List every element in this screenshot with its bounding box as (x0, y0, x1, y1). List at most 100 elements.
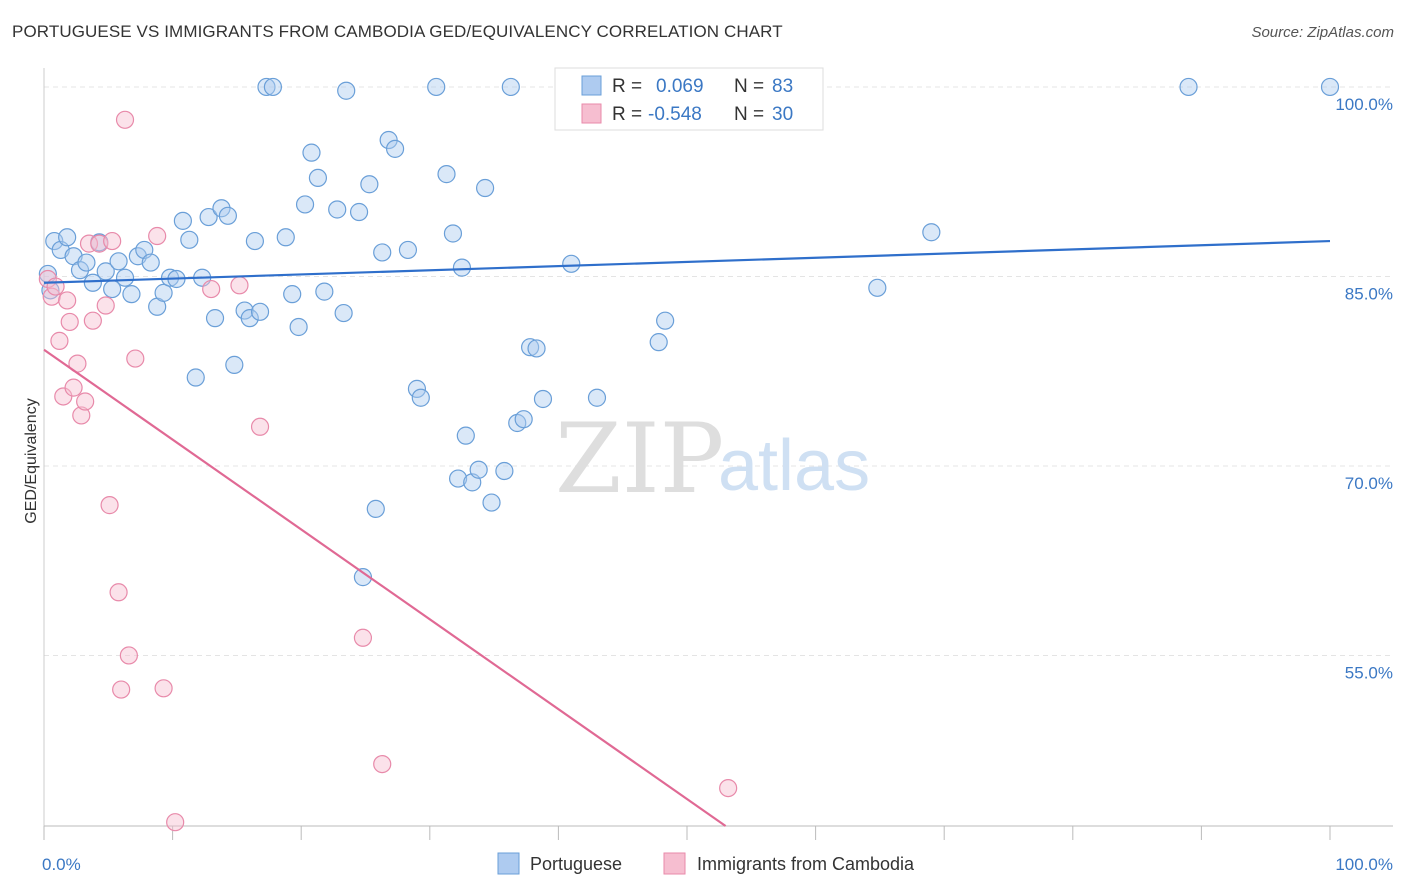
point-portuguese (349, 202, 369, 222)
point-portuguese (587, 388, 607, 407)
point-portuguese (562, 254, 581, 273)
stats-r-label-portuguese: R = (612, 76, 642, 97)
point-cambodia (109, 583, 128, 602)
point-portuguese (437, 165, 456, 184)
point-portuguese (1320, 77, 1340, 97)
stats-legend: R = 0.069 N = 83 R = -0.548 N = 30 (554, 67, 824, 131)
point-portuguese (427, 77, 446, 97)
point-cambodia (72, 406, 91, 425)
point-cambodia (79, 234, 99, 253)
point-cambodia (115, 110, 135, 129)
point-cambodia (166, 813, 185, 832)
point-portuguese (456, 426, 475, 445)
stats-r-label-cambodia: R = (612, 104, 642, 125)
point-portuguese (448, 469, 468, 488)
legend-swatch-cambodia (663, 852, 686, 875)
series-cambodia (38, 110, 738, 832)
stats-n-label-portuguese: N = (734, 76, 764, 97)
point-portuguese (1179, 77, 1198, 97)
y-tick-label: 85.0% (1345, 284, 1393, 303)
axes (43, 68, 1393, 840)
point-portuguese (521, 338, 540, 357)
point-portuguese (334, 303, 353, 323)
point-portuguese (141, 253, 160, 272)
legend-swatch-portuguese (497, 852, 520, 875)
point-cambodia (83, 311, 102, 330)
stats-n-value-portuguese: 83 (772, 76, 793, 97)
point-portuguese (240, 309, 259, 328)
point-portuguese (469, 460, 488, 479)
point-portuguese (656, 311, 675, 330)
point-cambodia (250, 417, 270, 436)
y-tick-label: 55.0% (1345, 663, 1393, 682)
point-portuguese (308, 168, 328, 188)
point-portuguese (250, 302, 270, 321)
trend-line-cambodia (43, 348, 727, 827)
point-portuguese (533, 389, 553, 409)
point-portuguese (154, 283, 173, 302)
point-cambodia (373, 754, 392, 774)
x-tick-label: 100.0% (1335, 855, 1393, 874)
y-axis-label: GED/Equivalency (23, 398, 40, 523)
point-portuguese (186, 368, 205, 387)
point-portuguese (649, 333, 668, 352)
point-portuguese (245, 231, 265, 251)
point-portuguese (199, 207, 218, 227)
point-portuguese (115, 268, 135, 287)
point-portuguese (225, 355, 244, 374)
point-portuguese (922, 223, 941, 242)
point-portuguese (58, 228, 77, 247)
legend-label-cambodia: Immigrants from Cambodia (697, 854, 915, 874)
gridlines (44, 86, 1393, 656)
bottom-legend: Portuguese Immigrants from Cambodia (497, 852, 915, 875)
point-portuguese (328, 200, 347, 219)
stats-n-label-cambodia: N = (734, 104, 764, 125)
point-cambodia (119, 646, 138, 665)
watermark: ZIP atlas (555, 403, 870, 515)
point-portuguese (83, 273, 102, 292)
point-cambodia (76, 392, 95, 411)
point-portuguese (173, 211, 192, 230)
chart-source: Source: ZipAtlas.com (1251, 24, 1394, 41)
point-cambodia (64, 378, 83, 397)
point-cambodia (100, 496, 119, 515)
point-portuguese (373, 243, 392, 262)
point-cambodia (103, 231, 122, 251)
point-cambodia (154, 679, 173, 698)
trend-line-portuguese (43, 239, 1331, 284)
point-portuguese (443, 224, 463, 243)
point-cambodia (126, 349, 145, 368)
point-portuguese (514, 410, 533, 429)
point-portuguese (482, 493, 501, 512)
point-portuguese (77, 253, 96, 272)
point-portuguese (407, 379, 427, 398)
point-portuguese (366, 499, 385, 519)
point-portuguese (495, 461, 514, 481)
point-portuguese (283, 285, 302, 304)
series-portuguese (38, 77, 1340, 587)
point-portuguese (295, 195, 315, 214)
point-cambodia (42, 287, 61, 306)
point-cambodia (58, 291, 77, 310)
point-portuguese (452, 258, 472, 277)
stats-swatch-cambodia (581, 103, 602, 124)
y-tick-label: 70.0% (1345, 474, 1393, 493)
x-tick-label: 0.0% (42, 855, 81, 874)
point-cambodia (46, 277, 65, 296)
point-portuguese (868, 278, 887, 297)
x-tick-labels: 0.0% 100.0% (42, 855, 1393, 874)
legend-label-portuguese: Portuguese (530, 854, 622, 874)
point-portuguese (302, 143, 321, 162)
trend-lines (43, 239, 1331, 827)
point-cambodia (353, 628, 373, 647)
point-portuguese (218, 206, 237, 225)
watermark-atlas: atlas (718, 426, 870, 506)
watermark-zip: ZIP (555, 403, 724, 515)
point-cambodia (230, 276, 249, 295)
chart-title: PORTUGUESE VS IMMIGRANTS FROM CAMBODIA G… (12, 22, 783, 41)
point-cambodia (148, 226, 167, 246)
point-portuguese (398, 240, 418, 260)
y-tick-label: 100.0% (1335, 95, 1393, 114)
point-portuguese (501, 77, 520, 97)
